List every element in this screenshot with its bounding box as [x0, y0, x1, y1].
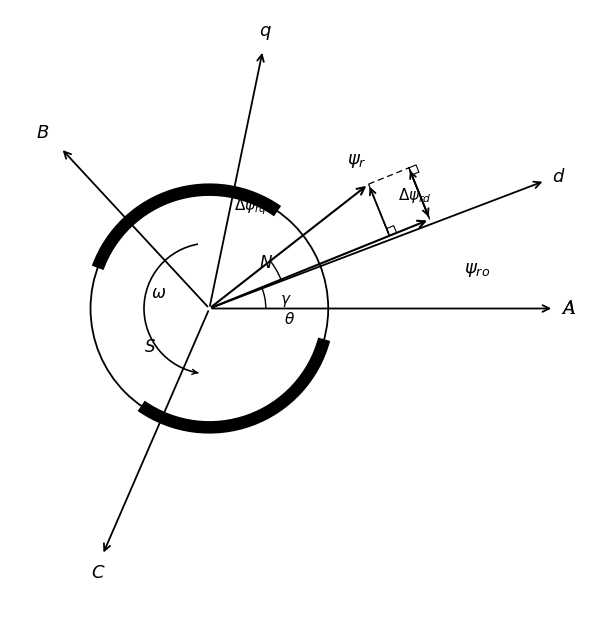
Text: $\theta$: $\theta$	[284, 310, 295, 326]
Text: $\Delta\psi_{rd}$: $\Delta\psi_{rd}$	[398, 186, 431, 205]
Text: $C$: $C$	[91, 564, 106, 582]
Text: $\gamma$: $\gamma$	[279, 293, 291, 308]
Text: $B$: $B$	[36, 124, 50, 142]
Text: $q$: $q$	[259, 25, 272, 43]
Text: $S$: $S$	[144, 339, 156, 355]
Text: $\Delta\psi_{rq}$: $\Delta\psi_{rq}$	[235, 196, 267, 217]
Text: $d$: $d$	[552, 168, 565, 186]
Text: $A$: $A$	[562, 299, 576, 318]
Text: $\omega$: $\omega$	[151, 285, 167, 302]
Text: $N$: $N$	[259, 255, 273, 273]
Text: $\psi_{ro}$: $\psi_{ro}$	[464, 261, 490, 279]
Text: A: A	[562, 299, 576, 318]
Text: $\psi_r$: $\psi_r$	[347, 152, 367, 170]
